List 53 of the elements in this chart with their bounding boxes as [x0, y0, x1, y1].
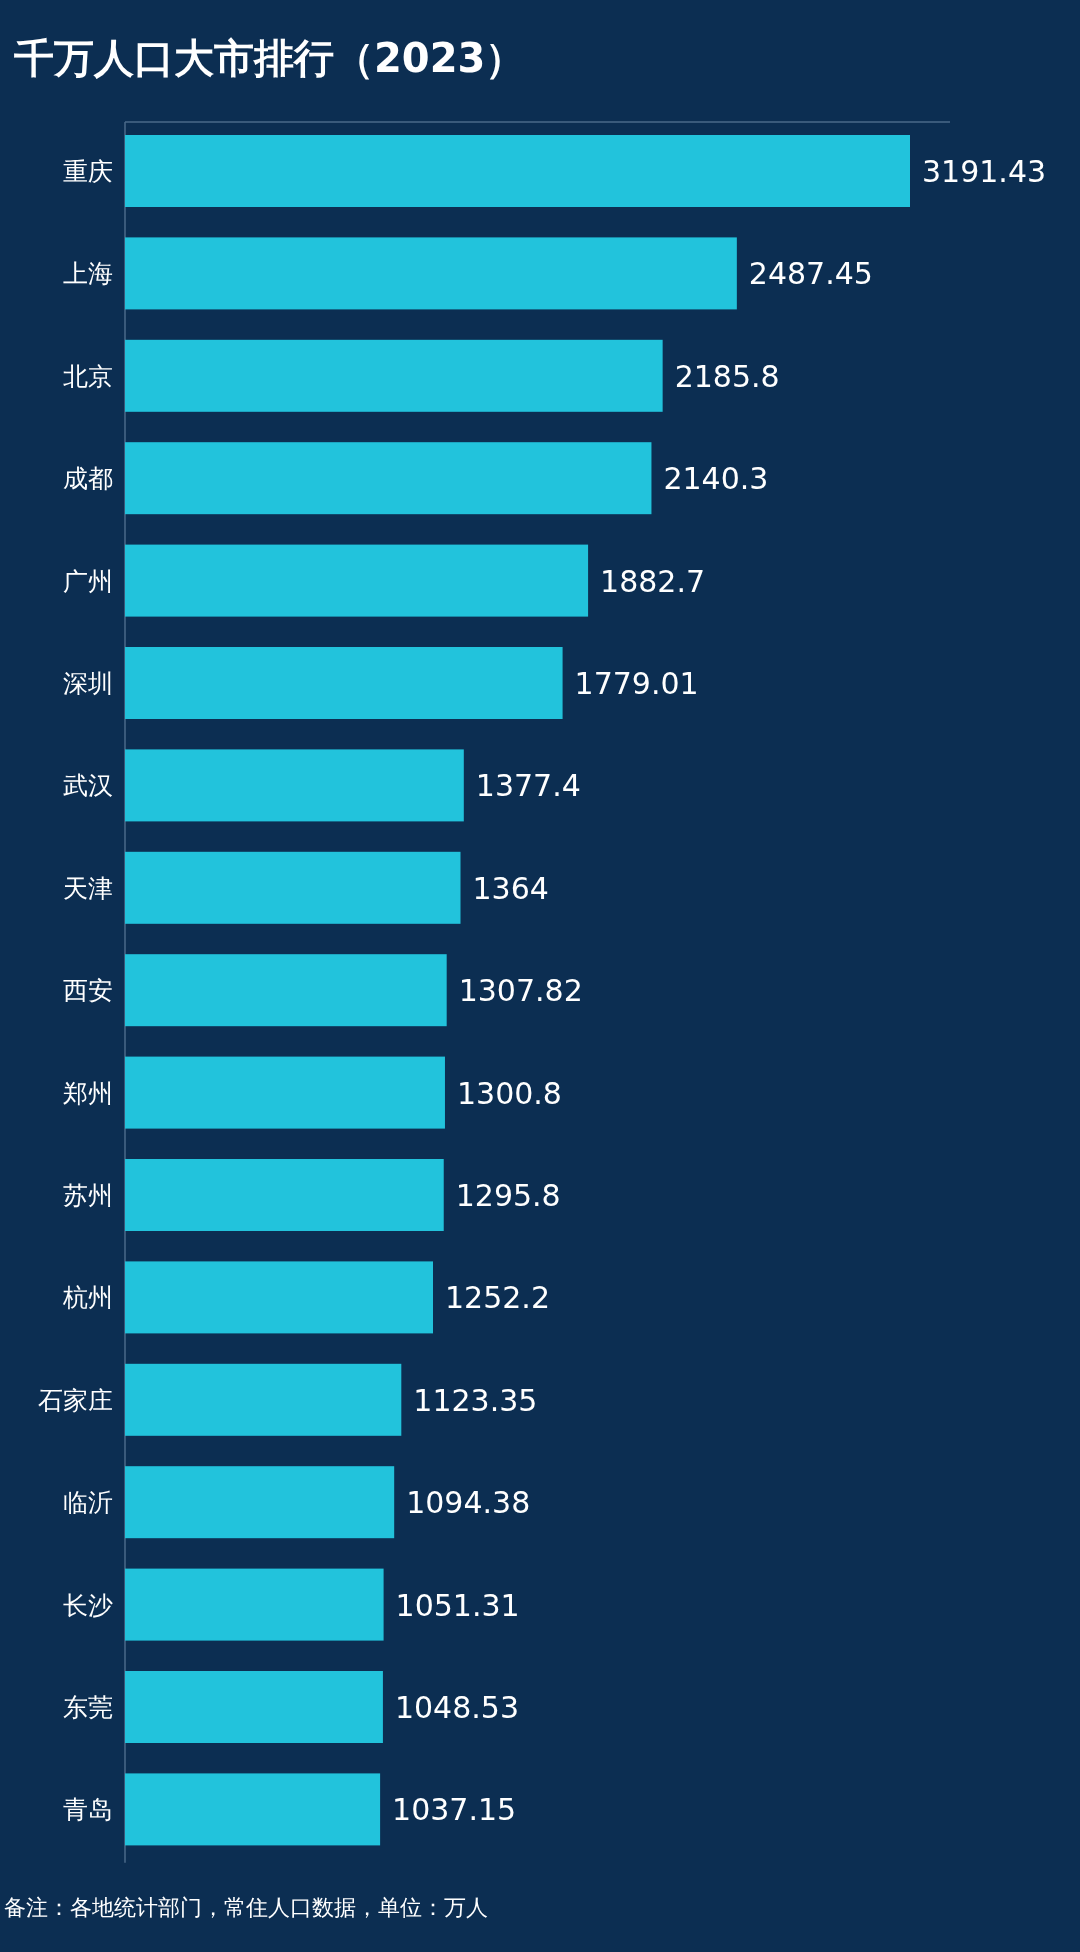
- bar: [125, 339, 663, 412]
- bar: [125, 237, 737, 310]
- data-label: 1307.82: [458, 973, 583, 1009]
- bar: [125, 135, 910, 207]
- bar: [125, 851, 461, 924]
- data-label: 1364: [472, 870, 549, 906]
- data-label: 2185.8: [674, 358, 780, 394]
- y-tick-label: 北京: [63, 361, 113, 391]
- bar: [125, 1056, 445, 1129]
- y-tick-label: 长沙: [63, 1590, 113, 1620]
- data-label: 2140.3: [663, 461, 769, 497]
- bar: [125, 749, 464, 822]
- data-label: 3191.43: [922, 154, 1047, 189]
- bar: [125, 954, 447, 1027]
- bar: [125, 1159, 444, 1231]
- data-label: 1295.8: [455, 1178, 561, 1213]
- data-label: 1377.4: [475, 768, 581, 804]
- y-tick-label: 成都: [63, 464, 113, 494]
- chart-title: 千万人口大市排行（2023）: [14, 35, 526, 81]
- y-tick-label: 东莞: [63, 1693, 113, 1722]
- data-label: 2487.45: [748, 256, 873, 292]
- data-label: 1252.2: [445, 1280, 550, 1316]
- y-tick-label: 深圳: [63, 669, 113, 698]
- y-tick-label: 广州: [63, 566, 113, 596]
- bar: [125, 442, 652, 515]
- y-tick-label: 武汉: [63, 771, 113, 801]
- data-label: 1094.38: [406, 1485, 531, 1521]
- data-label: 1051.31: [395, 1587, 520, 1623]
- y-tick-label: 杭州: [62, 1283, 113, 1313]
- text: 备注：各地统计部门，常住人口数据，单位：万人: [4, 1895, 488, 1920]
- bar: [125, 1568, 384, 1641]
- y-tick-label: 苏州: [63, 1181, 113, 1210]
- y-tick-label: 郑州: [63, 1078, 113, 1108]
- y-tick-label: 天津: [63, 873, 113, 903]
- data-label: 1048.53: [394, 1690, 519, 1725]
- data-label: 1300.8: [456, 1075, 562, 1111]
- y-tick-label: 上海: [63, 259, 113, 289]
- y-tick-label: 重庆: [63, 157, 113, 186]
- bar: [125, 544, 589, 617]
- data-label: 1123.35: [413, 1382, 538, 1418]
- data-label: 1779.01: [574, 666, 699, 701]
- y-tick-label: 石家庄: [38, 1385, 113, 1415]
- bar: [125, 1773, 381, 1846]
- data-label: 1037.15: [392, 1792, 517, 1828]
- y-tick-label: 临沂: [63, 1488, 113, 1518]
- bar: [125, 1671, 383, 1743]
- bar: [125, 1363, 402, 1436]
- bar: [125, 647, 563, 719]
- data-label: 1882.7: [600, 563, 706, 599]
- bar: [125, 1261, 434, 1334]
- bar: [125, 1466, 395, 1539]
- y-tick-label: 青岛: [63, 1795, 113, 1825]
- y-tick-label: 西安: [63, 976, 113, 1006]
